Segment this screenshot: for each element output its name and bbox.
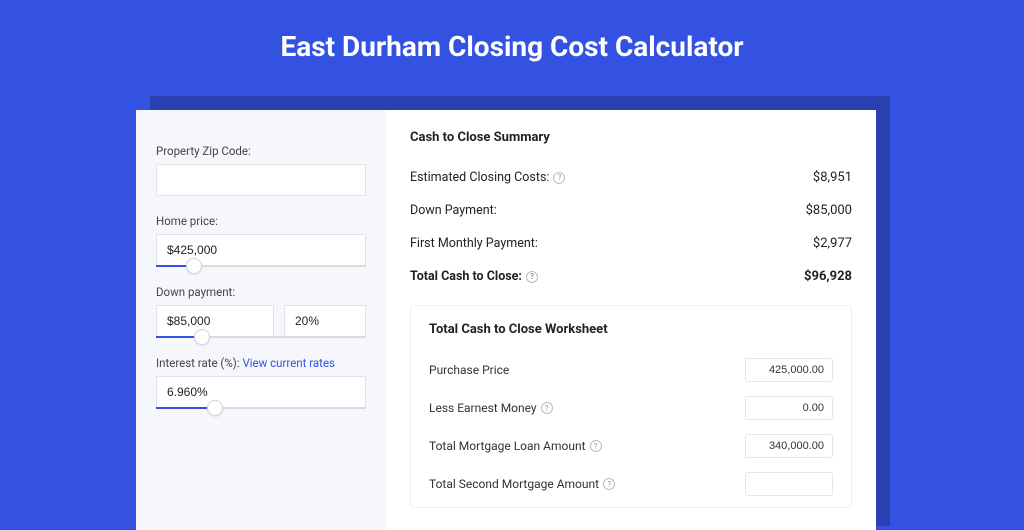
down-payment-slider[interactable] — [156, 336, 366, 338]
summary-row: Estimated Closing Costs:? $8,951 — [410, 161, 852, 194]
worksheet-value-input[interactable] — [745, 434, 833, 458]
worksheet-row-label: Total Second Mortgage Amount? — [429, 477, 615, 491]
down-payment-label: Down payment: — [156, 285, 366, 299]
interest-input[interactable] — [156, 376, 366, 408]
down-payment-slider-thumb[interactable] — [194, 329, 210, 345]
view-rates-link[interactable]: View current rates — [242, 356, 335, 370]
down-payment-pct-input[interactable] — [284, 305, 366, 337]
summary-row-label: Total Cash to Close:? — [410, 269, 538, 284]
summary-row-value: $8,951 — [813, 170, 852, 185]
summary-row-label: Down Payment: — [410, 203, 497, 218]
worksheet-label-text: Total Second Mortgage Amount — [429, 477, 599, 491]
zip-label: Property Zip Code: — [156, 144, 366, 158]
home-price-slider[interactable] — [156, 265, 366, 267]
calculator-card: Property Zip Code: Home price: Down paym… — [136, 110, 876, 530]
worksheet-row-label: Purchase Price — [429, 363, 509, 377]
inputs-panel: Property Zip Code: Home price: Down paym… — [136, 110, 386, 530]
worksheet-label-text: Less Earnest Money — [429, 401, 537, 415]
worksheet-row-label: Less Earnest Money? — [429, 401, 553, 415]
summary-row-value: $96,928 — [804, 269, 852, 284]
help-icon[interactable]: ? — [541, 402, 553, 414]
worksheet-row: Purchase Price — [429, 351, 833, 389]
summary-title: Cash to Close Summary — [410, 130, 852, 145]
summary-row-value: $85,000 — [806, 203, 852, 218]
help-icon[interactable]: ? — [590, 440, 602, 452]
summary-label-text: Total Cash to Close: — [410, 269, 522, 284]
home-price-label: Home price: — [156, 214, 366, 228]
interest-slider[interactable] — [156, 407, 366, 409]
zip-field-group: Property Zip Code: — [156, 144, 366, 196]
worksheet-row: Total Mortgage Loan Amount? — [429, 427, 833, 465]
worksheet-value-input[interactable] — [745, 358, 833, 382]
worksheet-value-input[interactable] — [745, 396, 833, 420]
worksheet-label-text: Purchase Price — [429, 363, 509, 377]
summary-label-text: Estimated Closing Costs: — [410, 170, 549, 185]
help-icon[interactable]: ? — [526, 271, 538, 283]
worksheet-rows: Purchase PriceLess Earnest Money?Total M… — [429, 351, 833, 503]
summary-label-text: Down Payment: — [410, 203, 497, 218]
worksheet-row-label: Total Mortgage Loan Amount? — [429, 439, 602, 453]
worksheet-value-input[interactable] — [745, 472, 833, 496]
page-title: East Durham Closing Cost Calculator — [0, 0, 1024, 87]
worksheet-card: Total Cash to Close Worksheet Purchase P… — [410, 305, 852, 508]
interest-slider-thumb[interactable] — [207, 400, 223, 416]
interest-field-group: Interest rate (%): View current rates — [156, 356, 366, 409]
home-price-field-group: Home price: — [156, 214, 366, 267]
summary-row-value: $2,977 — [813, 236, 852, 251]
summary-row-label: First Monthly Payment: — [410, 236, 538, 251]
down-payment-field-group: Down payment: — [156, 285, 366, 338]
down-payment-input-row — [156, 305, 366, 337]
summary-rows: Estimated Closing Costs:? $8,951 Down Paym… — [410, 161, 852, 293]
summary-row-label: Estimated Closing Costs:? — [410, 170, 565, 185]
summary-row: Down Payment: $85,000 — [410, 194, 852, 227]
interest-label: Interest rate (%): — [156, 356, 240, 370]
worksheet-label-text: Total Mortgage Loan Amount — [429, 439, 586, 453]
worksheet-row: Total Second Mortgage Amount? — [429, 465, 833, 503]
worksheet-row: Less Earnest Money? — [429, 389, 833, 427]
zip-input[interactable] — [156, 164, 366, 196]
worksheet-title: Total Cash to Close Worksheet — [429, 322, 833, 337]
summary-row: First Monthly Payment: $2,977 — [410, 227, 852, 260]
summary-label-text: First Monthly Payment: — [410, 236, 538, 251]
down-payment-input[interactable] — [156, 305, 274, 337]
help-icon[interactable]: ? — [553, 172, 565, 184]
results-panel: Cash to Close Summary Estimated Closing … — [386, 110, 876, 530]
help-icon[interactable]: ? — [603, 478, 615, 490]
home-price-slider-thumb[interactable] — [186, 258, 202, 274]
summary-row: Total Cash to Close:? $96,928 — [410, 260, 852, 293]
interest-label-row: Interest rate (%): View current rates — [156, 356, 366, 370]
